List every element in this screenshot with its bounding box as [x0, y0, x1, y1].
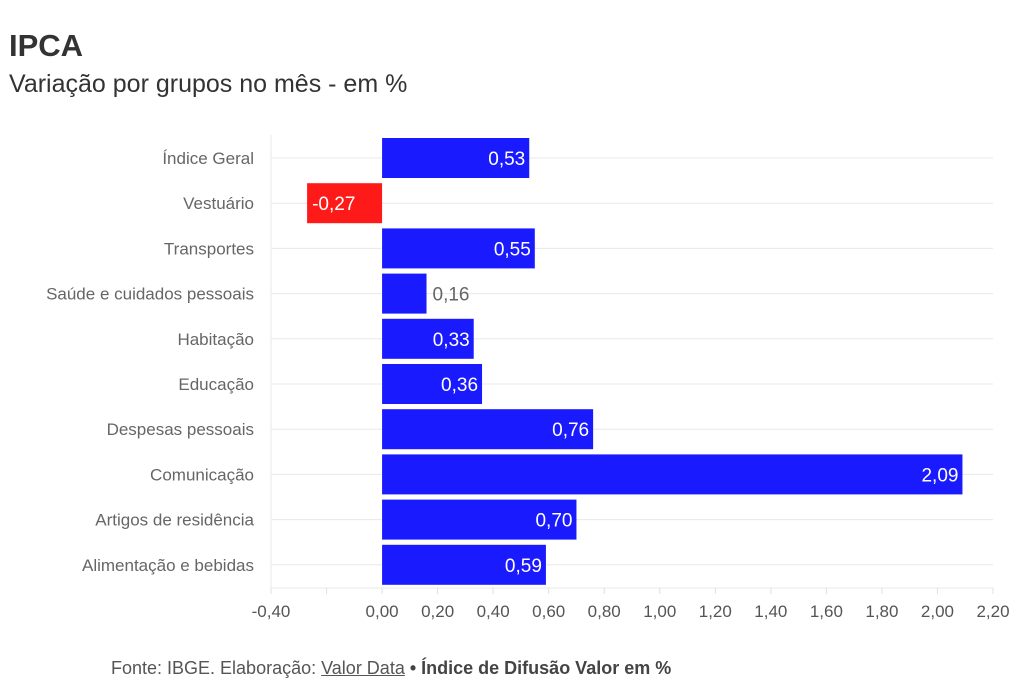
bar — [382, 364, 483, 404]
chart-title: IPCA — [9, 28, 84, 63]
category-label: Índice Geral — [162, 149, 254, 168]
x-tick-label: 0,20 — [421, 602, 454, 621]
x-tick-label: 1,40 — [754, 602, 787, 621]
x-tick-label: -0,40 — [252, 602, 291, 621]
bar — [382, 228, 535, 269]
footer-source: Fonte: IBGE. Elaboração: — [111, 658, 322, 678]
category-label: Transportes — [164, 239, 254, 258]
x-tick-label: 2,00 — [921, 602, 954, 621]
bar — [382, 544, 546, 585]
footer-note: Índice de Difusão Valor em % — [421, 658, 672, 678]
x-tick-label: 1,20 — [699, 602, 732, 621]
data-label: 0,36 — [441, 375, 478, 396]
data-label: 2,09 — [921, 465, 958, 486]
data-label: 0,59 — [505, 556, 542, 577]
x-tick-label: 0,60 — [532, 602, 565, 621]
x-tick-label: 1,00 — [643, 602, 676, 621]
x-tick-label: 2,20 — [976, 602, 1009, 621]
category-label: Comunicação — [150, 465, 254, 484]
x-tick-label: 1,80 — [865, 602, 898, 621]
bar — [382, 409, 594, 450]
x-tick-label: 0,40 — [477, 602, 510, 621]
data-label: 0,33 — [433, 330, 470, 351]
chart-subtitle: Variação por grupos no mês - em % — [9, 70, 408, 98]
category-label: Vestuário — [183, 194, 254, 213]
category-label: Educação — [178, 375, 254, 394]
bar — [382, 318, 474, 359]
data-label: 0,53 — [488, 149, 525, 170]
category-label: Saúde e cuidados pessoais — [46, 285, 254, 304]
category-label: Artigos de residência — [95, 511, 254, 530]
bar — [382, 454, 963, 495]
category-label: Alimentação e bebidas — [82, 556, 254, 575]
footer: Fonte: IBGE. Elaboração: Valor Data • Ín… — [111, 658, 671, 679]
data-label: -0,27 — [312, 194, 355, 215]
data-label: 0,16 — [433, 285, 470, 306]
bar — [382, 273, 427, 314]
x-tick-label: 0,00 — [366, 602, 399, 621]
data-label: 0,76 — [552, 420, 589, 441]
data-label: 0,55 — [494, 239, 531, 260]
x-tick-label: 0,80 — [588, 602, 621, 621]
data-label: 0,70 — [535, 511, 572, 532]
bar — [382, 499, 577, 540]
bar — [382, 138, 530, 178]
footer-separator: • — [404, 658, 422, 678]
category-label: Habitação — [177, 330, 254, 349]
category-label: Despesas pessoais — [107, 420, 254, 439]
x-tick-label: 1,60 — [810, 602, 843, 621]
bar — [307, 183, 383, 224]
footer-link[interactable]: Valor Data — [321, 658, 405, 678]
